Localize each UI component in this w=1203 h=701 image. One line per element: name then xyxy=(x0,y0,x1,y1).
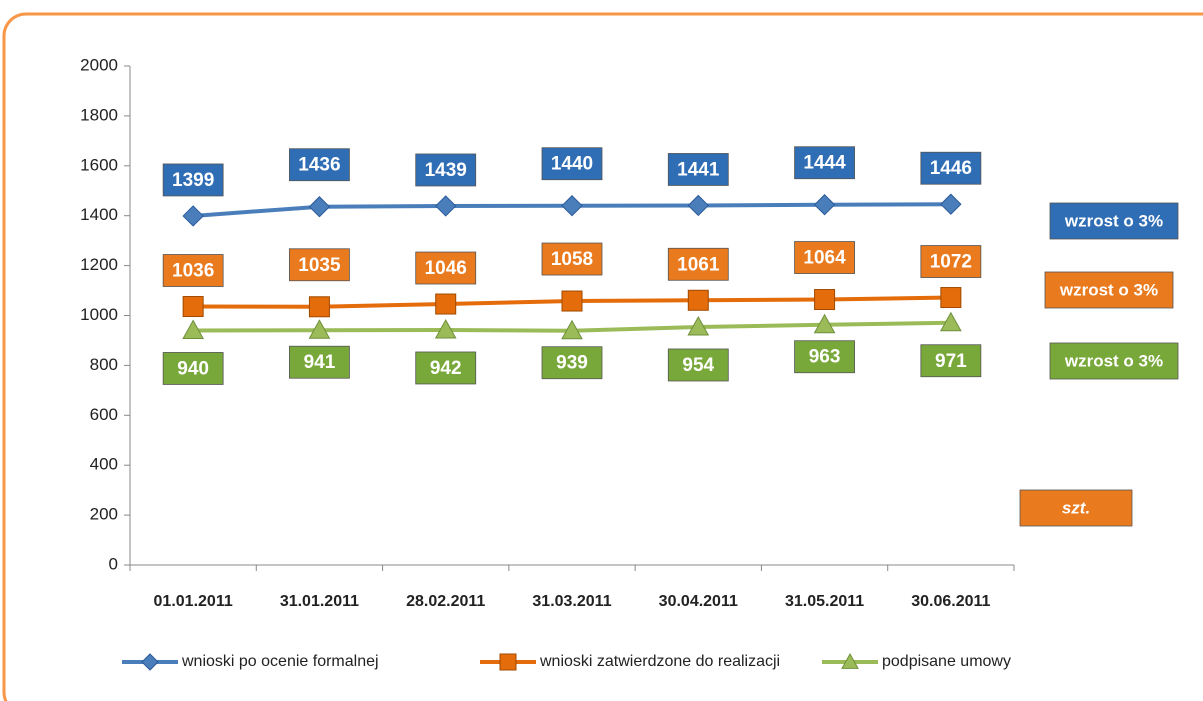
data-label: 939 xyxy=(556,353,588,374)
x-tick-label: 31.03.2011 xyxy=(532,593,611,610)
marker xyxy=(308,196,331,218)
annotation: wzrost o 3% xyxy=(1064,211,1163,230)
data-label-box xyxy=(794,340,855,374)
data-label-box xyxy=(667,247,729,281)
marker xyxy=(687,315,710,336)
data-label-box xyxy=(162,352,224,385)
data-label-box xyxy=(541,346,603,380)
annotation-box xyxy=(1049,342,1179,380)
marker xyxy=(435,293,457,315)
marker xyxy=(141,653,159,671)
data-label: 1046 xyxy=(425,258,467,279)
legend-label: wnioski po ocenie formalnej xyxy=(181,653,379,670)
annotation-box xyxy=(1019,489,1133,527)
marker xyxy=(561,290,583,312)
annotation: szt. xyxy=(1062,498,1090,517)
y-tick-label: 1600 xyxy=(80,155,118,174)
data-label-box xyxy=(794,241,855,274)
data-label: 1035 xyxy=(298,255,341,276)
data-label-box xyxy=(667,153,729,186)
data-label: 1441 xyxy=(677,159,720,180)
x-tick-label: 28.02.2011 xyxy=(406,593,485,610)
marker xyxy=(182,319,204,339)
data-label: 1436 xyxy=(298,155,340,176)
y-tick-label: 400 xyxy=(90,455,118,474)
annotation: wzrost o 3% xyxy=(1059,280,1158,299)
marker xyxy=(182,205,204,227)
x-tick-label: 31.01.2011 xyxy=(280,593,359,610)
data-label-box xyxy=(920,344,982,378)
data-label: 941 xyxy=(304,352,336,373)
marker xyxy=(182,296,204,318)
marker xyxy=(940,311,962,332)
data-label: 1072 xyxy=(930,252,972,273)
data-label: 1399 xyxy=(172,170,214,191)
y-tick-label: 1800 xyxy=(80,105,118,124)
data-label: 1439 xyxy=(425,160,467,181)
data-label-box xyxy=(289,345,350,379)
data-label: 1446 xyxy=(930,158,972,179)
data-label: 1440 xyxy=(551,154,593,175)
data-label: 1036 xyxy=(172,261,214,282)
data-label: 963 xyxy=(809,347,841,368)
annotation-box xyxy=(1049,202,1179,240)
annotation: wzrost o 3% xyxy=(1064,351,1163,370)
data-label: 940 xyxy=(177,358,209,379)
data-label: 1064 xyxy=(803,248,846,269)
marker xyxy=(813,194,836,216)
y-tick-label: 1400 xyxy=(80,205,118,224)
legend-label: wnioski zatwierdzone do realizacji xyxy=(539,653,780,670)
marker xyxy=(499,653,517,671)
marker xyxy=(308,296,330,318)
x-tick-label: 30.04.2011 xyxy=(659,593,738,610)
data-label-box xyxy=(920,151,982,185)
data-label: 942 xyxy=(430,358,462,379)
marker xyxy=(434,318,457,339)
data-label: 1444 xyxy=(803,153,846,174)
data-label-box xyxy=(415,351,477,385)
data-label-box xyxy=(541,147,603,181)
legend-label: podpisane umowy xyxy=(882,653,1011,670)
data-label-box xyxy=(667,348,729,382)
data-label-box xyxy=(162,163,224,197)
annotation-box xyxy=(1044,271,1174,309)
data-label: 954 xyxy=(682,355,714,376)
x-tick-label: 30.06.2011 xyxy=(911,593,990,610)
chart-frame xyxy=(2,12,1203,701)
marker xyxy=(687,289,709,311)
y-tick-label: 1000 xyxy=(80,305,118,324)
marker xyxy=(561,195,583,217)
y-tick-label: 200 xyxy=(90,505,118,524)
marker xyxy=(687,194,709,217)
data-label-box xyxy=(162,254,224,287)
data-label: 971 xyxy=(935,351,967,372)
data-label-box xyxy=(289,248,350,282)
y-tick-label: 2000 xyxy=(80,55,118,74)
y-tick-label: 1200 xyxy=(80,255,118,274)
marker xyxy=(841,652,859,669)
y-tick-label: 0 xyxy=(109,554,118,573)
data-label: 1058 xyxy=(551,249,593,270)
data-label: 1061 xyxy=(677,254,720,275)
x-tick-label: 31.05.2011 xyxy=(785,593,864,610)
marker xyxy=(435,195,457,217)
marker xyxy=(813,313,836,334)
marker xyxy=(940,287,962,309)
y-tick-label: 600 xyxy=(90,405,118,424)
marker xyxy=(940,193,962,215)
data-label-box xyxy=(920,245,982,278)
data-label-box xyxy=(541,242,603,276)
marker xyxy=(308,319,331,339)
data-label-box xyxy=(415,153,477,187)
marker xyxy=(561,319,583,340)
data-label-box xyxy=(289,148,350,182)
y-tick-label: 800 xyxy=(90,355,118,374)
data-label-box xyxy=(415,251,477,285)
marker xyxy=(814,289,836,311)
data-label-box xyxy=(794,146,855,180)
x-tick-label: 01.01.2011 xyxy=(154,593,233,610)
